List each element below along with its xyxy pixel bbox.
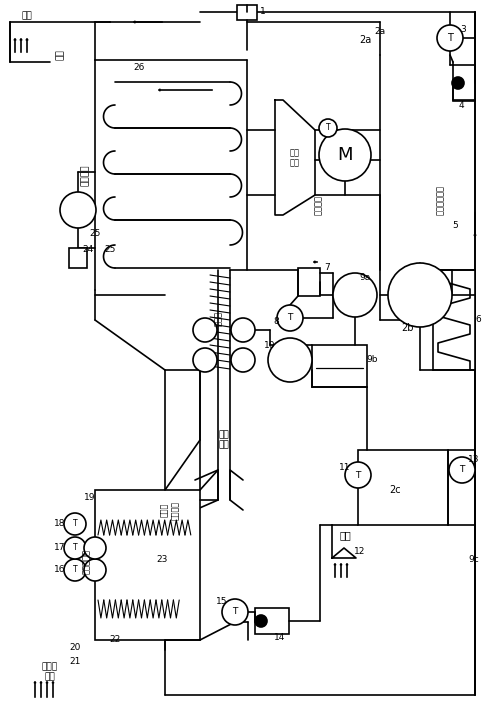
Text: 23: 23 — [157, 555, 167, 565]
Text: 9c: 9c — [469, 555, 480, 565]
Text: 13: 13 — [468, 456, 480, 464]
Text: 25: 25 — [89, 229, 101, 238]
Circle shape — [64, 537, 86, 559]
Bar — [69, 248, 87, 268]
Text: T: T — [447, 33, 453, 43]
Circle shape — [64, 513, 86, 535]
Text: 12: 12 — [354, 548, 366, 557]
Circle shape — [193, 318, 217, 342]
Circle shape — [231, 348, 255, 372]
Circle shape — [345, 462, 371, 488]
Text: 余热锅炉排气: 余热锅炉排气 — [435, 185, 444, 215]
Text: 16: 16 — [54, 565, 66, 575]
Text: 排空: 排空 — [339, 530, 351, 540]
Text: 蒸汽
轮机: 蒸汽 轮机 — [290, 148, 300, 168]
Text: 2a: 2a — [374, 28, 386, 36]
Text: 4: 4 — [458, 102, 464, 110]
Text: 15: 15 — [216, 597, 228, 607]
Circle shape — [437, 25, 463, 51]
Text: T: T — [459, 466, 465, 474]
Text: 1: 1 — [260, 8, 266, 16]
Bar — [95, 490, 200, 640]
Text: 26: 26 — [133, 63, 144, 73]
Text: 排空: 排空 — [22, 11, 32, 21]
Text: 2c: 2c — [389, 485, 401, 495]
Text: 9b: 9b — [366, 355, 378, 365]
Text: 19: 19 — [84, 493, 96, 503]
Text: T: T — [355, 471, 361, 479]
Text: 2a: 2a — [359, 35, 371, 45]
Text: T: T — [287, 313, 293, 323]
Text: 20: 20 — [69, 644, 81, 652]
Text: 压气机
进气: 压气机 进气 — [42, 662, 58, 681]
Text: 10: 10 — [264, 340, 276, 350]
Text: T: T — [73, 520, 78, 528]
Text: T: T — [326, 123, 331, 132]
Circle shape — [268, 338, 312, 382]
Text: 11: 11 — [339, 464, 351, 473]
Text: T: T — [232, 607, 238, 617]
Circle shape — [452, 77, 464, 89]
Circle shape — [255, 615, 267, 627]
Circle shape — [84, 537, 106, 559]
Text: 25: 25 — [104, 246, 116, 254]
Text: T: T — [73, 543, 78, 553]
Text: 9a: 9a — [359, 273, 371, 283]
Text: 燃气
轮机: 燃气 轮机 — [219, 430, 230, 450]
Text: 进气过滤器: 进气过滤器 — [82, 550, 90, 575]
Text: 8: 8 — [273, 318, 279, 327]
Text: 2b: 2b — [401, 323, 413, 333]
Text: 余热锅炉: 余热锅炉 — [81, 164, 89, 186]
Text: 21: 21 — [69, 657, 81, 666]
Text: 14: 14 — [274, 634, 286, 642]
Bar — [312, 345, 367, 387]
Circle shape — [231, 318, 255, 342]
Circle shape — [64, 559, 86, 581]
Circle shape — [277, 305, 303, 331]
Circle shape — [319, 119, 337, 137]
Text: 吸入空气: 吸入空气 — [314, 195, 323, 215]
Bar — [433, 270, 475, 370]
Bar — [453, 65, 475, 101]
Circle shape — [388, 263, 452, 327]
Text: 24: 24 — [83, 246, 93, 254]
Text: 7: 7 — [324, 263, 330, 273]
Circle shape — [333, 273, 377, 317]
Text: 烟囱: 烟囱 — [56, 50, 65, 61]
Bar — [237, 5, 257, 20]
Text: M: M — [337, 146, 353, 164]
Bar — [358, 450, 448, 525]
Text: 5: 5 — [452, 221, 458, 229]
Text: 压气机
进口导叶: 压气机 进口导叶 — [161, 501, 180, 520]
Text: 22: 22 — [109, 636, 121, 644]
Circle shape — [449, 457, 475, 483]
Circle shape — [222, 599, 248, 625]
Text: 18: 18 — [54, 520, 66, 528]
Circle shape — [84, 559, 106, 581]
Circle shape — [193, 348, 217, 372]
Bar — [255, 608, 289, 634]
Bar — [298, 268, 320, 296]
Text: T: T — [73, 565, 78, 575]
Text: 排气道: 排气道 — [214, 310, 223, 325]
Text: 6: 6 — [475, 315, 481, 325]
Circle shape — [319, 129, 371, 181]
Text: 3: 3 — [460, 24, 466, 33]
Circle shape — [60, 192, 96, 228]
Text: 17: 17 — [54, 543, 66, 553]
